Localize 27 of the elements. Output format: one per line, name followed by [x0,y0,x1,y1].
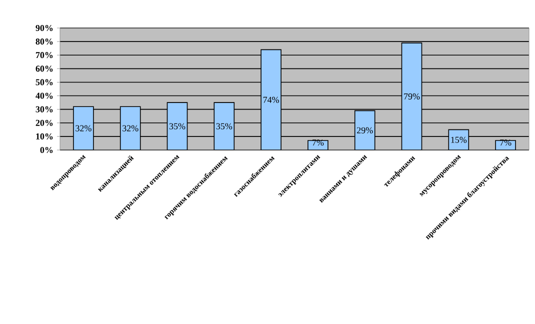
data-label: 7% [312,139,324,146]
data-label: 32% [76,125,92,132]
y-tick-label: 50% [36,79,53,86]
y-tick-label: 0% [40,146,53,154]
bar [401,42,422,150]
y-tick-label: 40% [36,92,53,99]
y-tick-label: 60% [36,66,53,72]
data-label: 29% [356,127,373,134]
y-tick-label: 30% [36,106,53,112]
data-label: 7% [500,139,512,146]
data-label: 35% [169,123,186,130]
data-label: 15% [451,136,467,143]
bar [260,49,282,150]
bar [120,106,141,150]
y-tick-label: 20% [36,120,53,126]
data-label: 32% [122,125,138,132]
bar [214,102,235,150]
y-tick-label: 80% [36,38,53,45]
bar [166,102,188,150]
y-tick-label: 70% [36,52,53,58]
data-label: 79% [404,93,420,100]
y-tick-label: 90% [36,24,53,32]
bar [73,106,94,150]
y-tick-label: 10% [36,133,53,140]
data-label: 74% [263,96,279,103]
data-label: 35% [216,123,232,130]
bar [354,110,376,150]
